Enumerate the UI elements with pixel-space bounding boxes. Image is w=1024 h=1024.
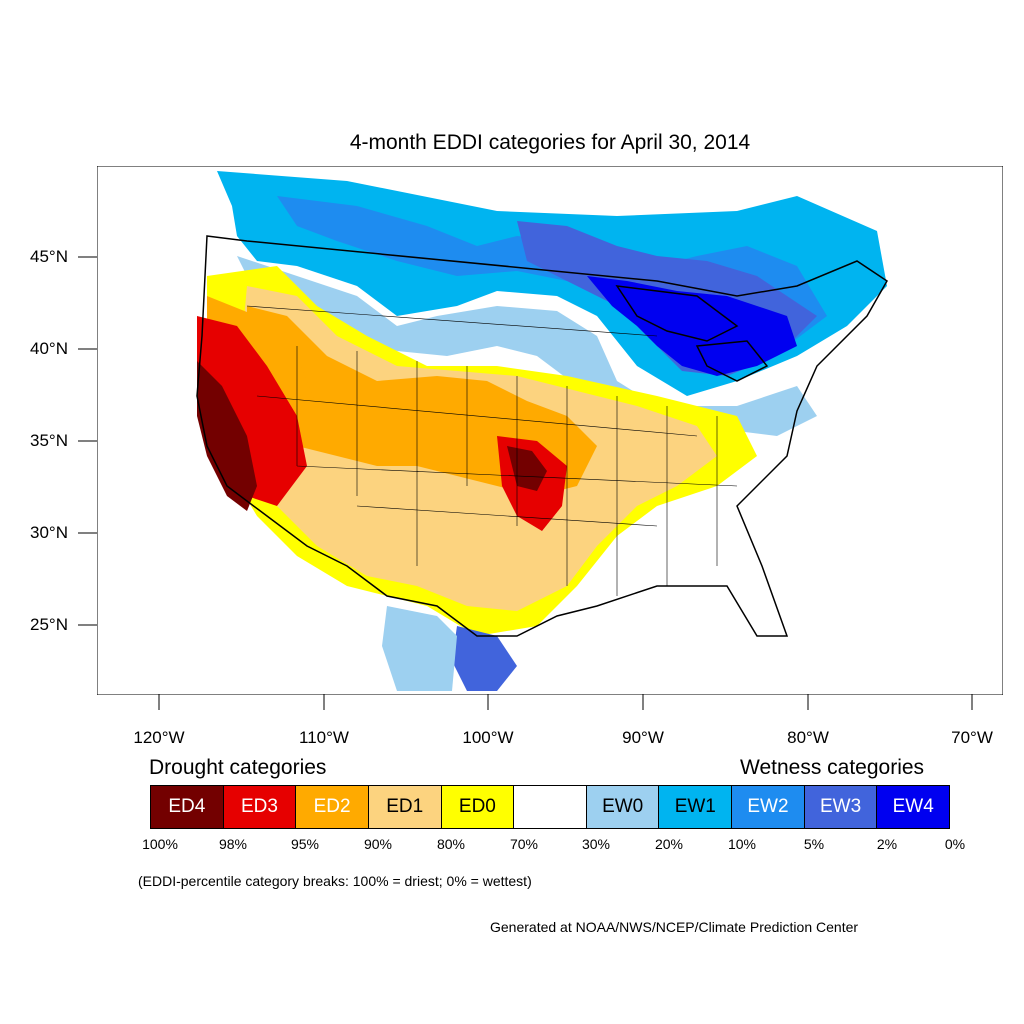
break-label: 30%	[581, 836, 611, 852]
lon-label: 70°W	[951, 728, 993, 747]
category-footnote: (EDDI-percentile category breaks: 100% =…	[138, 873, 532, 889]
credit-line: Generated at NOAA/NWS/NCEP/Climate Predi…	[490, 919, 859, 935]
legend-label: EW4	[892, 796, 934, 817]
break-label: 2%	[876, 836, 898, 852]
legend-label: ED0	[458, 796, 496, 817]
region-ew0-north	[237, 256, 817, 436]
break-label: 0%	[944, 836, 966, 852]
legend-bar: ED4 ED3 ED2 ED1 ED0 EW0 EW1 EW2 EW3 EW4	[150, 785, 950, 829]
legend-label: EW2	[747, 796, 789, 817]
lat-label: 35°N	[30, 431, 68, 450]
drought-heading: Drought categories	[149, 756, 327, 779]
wetness-heading: Wetness categories	[740, 756, 925, 779]
legend-box-ed3: ED3	[223, 786, 297, 828]
break-label: 70%	[509, 836, 539, 852]
legend-label: EW0	[602, 796, 644, 817]
lat-label: 45°N	[30, 247, 68, 266]
legend-label: ED4	[168, 796, 206, 817]
legend-label: EW3	[819, 796, 862, 817]
break-label: 10%	[727, 836, 757, 852]
legend-box-ew1: EW1	[659, 786, 733, 828]
us-outline	[196, 235, 888, 637]
lon-label: 100°W	[462, 728, 514, 747]
legend-box-ed2: ED2	[296, 786, 369, 828]
lat-label: 40°N	[30, 339, 68, 358]
state-lines	[246, 305, 738, 596]
region-ed4-california	[197, 361, 257, 511]
great-lakes-outline	[615, 285, 769, 382]
region-ew4-great-lakes	[587, 276, 797, 376]
legend-box-ew3: EW3	[804, 786, 878, 828]
break-label: 98%	[218, 836, 248, 852]
lon-ticks	[158, 694, 973, 710]
break-label: 80%	[436, 836, 466, 852]
legend-label: ED3	[240, 796, 278, 817]
break-label: 100%	[142, 836, 178, 852]
break-label: 95%	[290, 836, 320, 852]
legend-box-ed1: ED1	[368, 786, 442, 828]
legend-box-ed4: ED4	[151, 786, 224, 828]
lon-label: 90°W	[622, 728, 664, 747]
break-label: 5%	[803, 836, 825, 852]
lon-label: 120°W	[133, 728, 185, 747]
eddi-map	[97, 166, 1003, 695]
lat-label: 25°N	[30, 615, 68, 634]
region-ew2-texas-gulf	[452, 626, 517, 691]
legend-label: ED2	[313, 796, 351, 817]
legend-label: EW1	[674, 796, 716, 817]
legend-box-ed0: ED0	[441, 786, 515, 828]
lat-label: 30°N	[30, 523, 68, 542]
break-label: 90%	[363, 836, 393, 852]
legend-label: ED1	[386, 796, 424, 817]
legend-box-ew2: EW2	[732, 786, 805, 828]
break-label: 20%	[654, 836, 684, 852]
legend-box-neutral	[514, 786, 587, 828]
legend-box-ew4: EW4	[877, 786, 950, 828]
lon-label: 110°W	[299, 728, 349, 747]
lat-ticks	[78, 256, 97, 626]
lon-label: 80°W	[787, 728, 829, 747]
region-ew0-mexico	[382, 606, 457, 691]
map-title: 4-month EDDI categories for April 30, 20…	[349, 131, 751, 154]
legend-box-ew0: EW0	[586, 786, 660, 828]
